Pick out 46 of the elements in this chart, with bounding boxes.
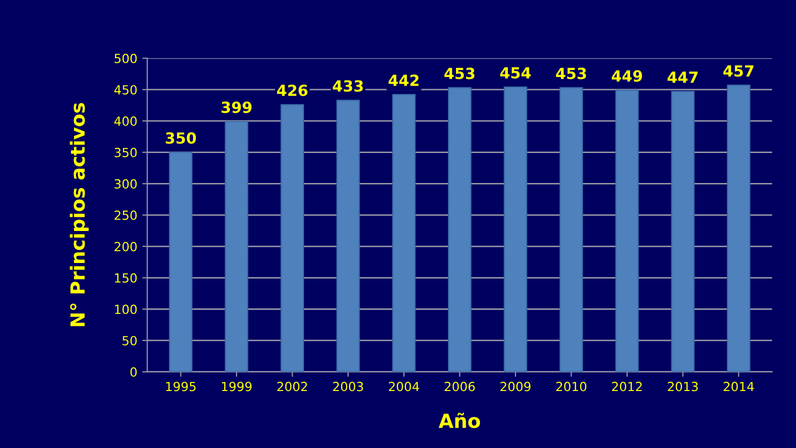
x-tick-label: 2014 <box>724 382 754 392</box>
y-tick-label: 250 <box>114 210 137 220</box>
data-label: 457 <box>723 65 754 77</box>
x-tick-label: 1999 <box>222 382 252 392</box>
bar <box>615 90 639 372</box>
data-label: 426 <box>277 84 308 96</box>
y-tick-label: 400 <box>114 116 137 126</box>
x-tick-label: 1995 <box>166 382 196 392</box>
bar <box>560 87 583 372</box>
data-label: 449 <box>612 70 642 82</box>
y-tick-label: 200 <box>114 242 137 252</box>
x-tick-label: 2003 <box>333 382 364 392</box>
data-label: 454 <box>500 67 531 79</box>
y-tick-label: 300 <box>114 179 137 189</box>
bar <box>448 87 472 372</box>
x-tick-label: 2009 <box>500 382 531 392</box>
bar <box>169 152 192 372</box>
y-tick-label: 350 <box>114 148 137 158</box>
bar <box>671 90 695 372</box>
data-label: 447 <box>668 72 698 83</box>
x-tick-label: 2012 <box>612 382 642 392</box>
data-label: 399 <box>222 102 252 114</box>
data-label: 442 <box>388 74 419 86</box>
y-tick-label: 100 <box>115 304 137 314</box>
x-tick-label: 2004 <box>388 382 420 392</box>
y-tick-label: 150 <box>115 273 137 283</box>
data-label: 350 <box>166 132 196 144</box>
data-label: 433 <box>332 80 363 92</box>
data-label: 453 <box>444 68 474 80</box>
x-tick-label: 2013 <box>668 382 698 392</box>
x-tick-label: 2010 <box>556 382 586 392</box>
bar <box>224 121 248 372</box>
x-tick-label: 2002 <box>277 382 307 392</box>
bar <box>726 84 750 372</box>
x-tick-label: 2006 <box>444 382 475 392</box>
bar <box>280 104 304 372</box>
bar <box>392 94 416 372</box>
y-tick-label: 450 <box>114 85 137 95</box>
y-tick-label: 50 <box>122 336 137 346</box>
bar <box>504 86 528 372</box>
x-axis-title: Año <box>438 412 480 428</box>
data-label: 453 <box>556 68 586 80</box>
bar <box>336 100 360 372</box>
y-tick-label: 0 <box>130 367 137 377</box>
y-tick-label: 500 <box>114 54 137 64</box>
y-axis-title: N° Principios activos <box>70 103 89 326</box>
